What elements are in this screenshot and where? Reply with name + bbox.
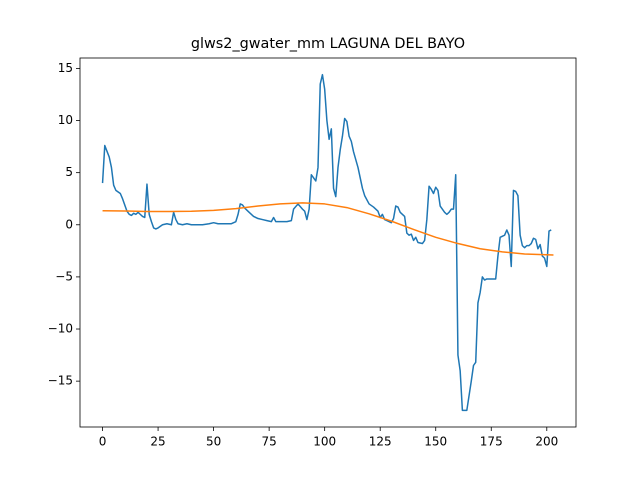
x-tick-label: 175 [480,435,503,449]
y-tick-label: 15 [58,61,73,75]
y-tick-label: −5 [55,269,73,283]
x-tick-label: 75 [261,435,276,449]
plot-frame [79,57,577,428]
chart-title: glws2_gwater_mm LAGUNA DEL BAYO [191,36,465,52]
y-tick-label: −10 [48,322,73,336]
y-tick-label: −15 [48,374,73,388]
x-tick-label: 200 [535,435,558,449]
x-tick-label: 150 [424,435,447,449]
y-tick-label: 10 [58,113,73,127]
x-tick-label: 50 [206,435,221,449]
x-tick-label: 25 [150,435,165,449]
x-tick-label: 125 [369,435,392,449]
x-tick-label: 100 [313,435,336,449]
line-series [102,202,554,256]
line-series [101,73,552,412]
y-tick-label: 0 [65,217,73,231]
y-tick-label: 5 [65,165,73,179]
x-tick-label: 0 [99,435,107,449]
